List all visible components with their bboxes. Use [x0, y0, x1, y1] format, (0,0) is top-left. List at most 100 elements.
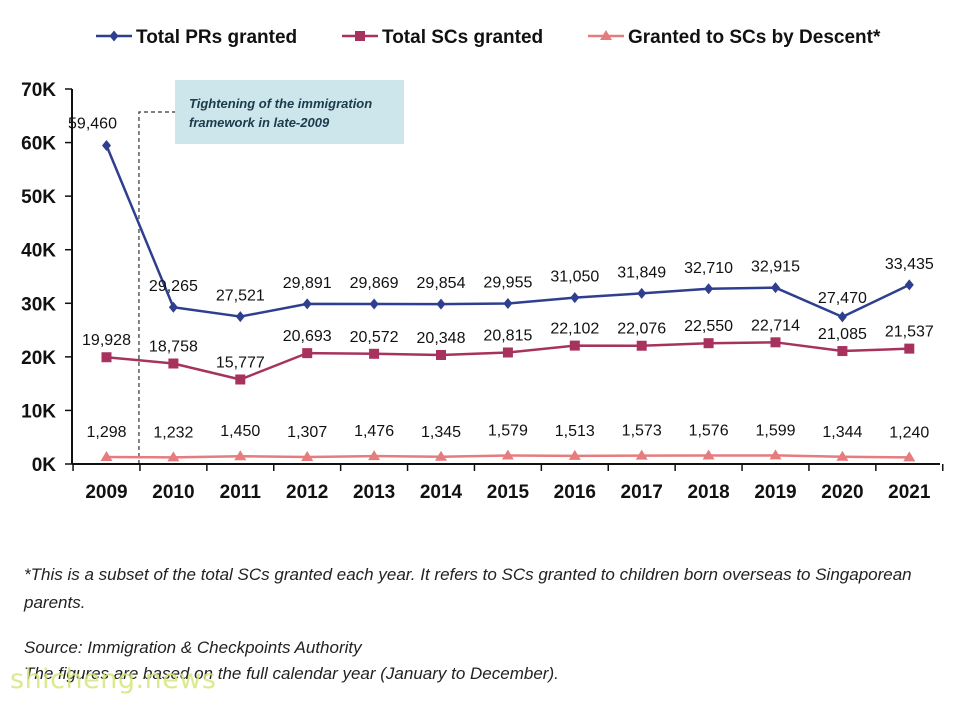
data-point [369, 298, 379, 310]
data-point [904, 279, 914, 291]
x-tick-label: 2014 [420, 482, 463, 503]
data-label: 29,955 [483, 275, 532, 292]
x-tick-label: 2011 [220, 482, 262, 503]
data-label: 31,849 [617, 264, 666, 281]
data-label: 32,710 [684, 260, 733, 277]
data-label: 1,579 [488, 423, 528, 440]
data-point [904, 343, 915, 354]
series-total-prs-granted: 59,460 29,265 27,521 29,891 29,869 29,854 29,9… [68, 115, 934, 323]
data-label: 1,307 [287, 424, 327, 441]
data-point [636, 340, 647, 351]
data-label: 1,513 [555, 423, 595, 440]
x-tick-label: 2017 [621, 482, 663, 503]
data-label: 59,460 [68, 115, 117, 132]
data-point [234, 450, 247, 461]
data-label: 29,265 [149, 278, 198, 295]
x-tick-label: 2019 [754, 482, 796, 503]
legend-marker [109, 30, 119, 42]
data-label: 27,470 [818, 290, 867, 307]
data-point [436, 298, 446, 310]
annotation-text-line1: Tightening of the immigration [189, 96, 372, 111]
legend: Total PRs granted Total SCs granted Grante… [96, 27, 881, 48]
x-tick-label: 2015 [487, 482, 530, 503]
data-label: 1,450 [220, 423, 260, 440]
data-label: 29,869 [350, 275, 399, 292]
data-point [436, 349, 446, 360]
y-tick-label: 60K [21, 134, 56, 155]
footnote-period: The figures are based on the full calend… [24, 664, 559, 683]
data-point [301, 450, 314, 461]
data-point [503, 298, 513, 310]
data-point [570, 292, 580, 304]
data-point [704, 283, 714, 295]
data-point [368, 450, 381, 461]
data-point [903, 451, 916, 462]
y-tick-label: 10K [21, 401, 56, 422]
data-point [703, 338, 714, 349]
y-tick-label: 30K [21, 294, 56, 315]
x-tick-label: 2018 [687, 482, 729, 503]
series-layer: 59,460 29,265 27,521 29,891 29,869 29,854 29,9… [68, 115, 934, 462]
legend-item-total-prs-granted: Total PRs granted [96, 27, 297, 48]
footnote-source: Source: Immigration & Checkpoints Author… [24, 638, 362, 657]
legend-item-total-scs-granted: Total SCs granted [342, 27, 543, 48]
data-point [836, 450, 849, 461]
data-point [637, 287, 647, 299]
x-tick-label: 2016 [554, 482, 596, 503]
data-point [702, 449, 715, 460]
axes: 0K 10K 20K 30K 40K 50K 60K 70K 2009 2010 2011 2012 2… [21, 80, 944, 503]
data-label: 1,573 [622, 423, 662, 440]
y-tick-label: 50K [21, 187, 56, 208]
x-tick-label: 2020 [821, 482, 863, 503]
data-label: 1,476 [354, 423, 394, 440]
data-label: 1,576 [689, 423, 729, 440]
data-point [168, 358, 179, 369]
data-point [435, 450, 447, 461]
y-tick-label: 0K [32, 455, 57, 476]
data-label: 18,758 [149, 339, 198, 356]
data-label: 27,521 [216, 288, 265, 305]
data-point [501, 449, 514, 460]
data-point [569, 340, 580, 351]
data-label: 20,693 [283, 328, 332, 345]
data-label: 20,815 [483, 327, 532, 344]
data-label: 22,102 [550, 321, 599, 338]
data-point [502, 347, 513, 358]
x-tick-label: 2012 [286, 482, 328, 503]
legend-label: Total SCs granted [382, 27, 543, 48]
data-label: 20,572 [350, 329, 399, 346]
data-label: 33,435 [885, 256, 934, 273]
data-label: 1,344 [822, 424, 862, 441]
data-label: 15,777 [216, 354, 265, 371]
footnote-descent: *This is a subset of the total SCs grant… [24, 565, 912, 612]
y-tick-label: 20K [21, 348, 56, 369]
data-point [302, 348, 313, 359]
data-point [369, 348, 380, 359]
data-point [568, 449, 581, 460]
y-tick-label: 70K [21, 80, 56, 101]
data-point [102, 139, 111, 151]
series-granted-to-scs-by-descent: 1,298 1,232 1,450 1,307 1,476 1,345 1,579 1,513… [86, 422, 929, 462]
annotation-box [175, 80, 404, 144]
data-label: 32,915 [751, 259, 800, 276]
line-chart: Total PRs granted Total SCs granted Grante… [21, 27, 944, 503]
data-label: 20,348 [417, 330, 466, 347]
data-label: 1,232 [153, 424, 193, 441]
legend-marker [355, 31, 365, 41]
annotation: Tightening of the immigration framework … [138, 80, 404, 464]
data-point [100, 451, 113, 462]
data-point [235, 311, 245, 323]
data-label: 22,714 [751, 317, 800, 334]
series-total-scs-granted: 19,928 18,758 15,777 20,693 20,572 20,348 20,8… [82, 317, 934, 385]
watermark: shicheng.news [10, 664, 217, 695]
legend-marker [600, 30, 612, 40]
x-tick-label: 2009 [85, 482, 127, 503]
data-label: 29,854 [417, 275, 466, 292]
data-point [101, 352, 112, 363]
data-label: 1,298 [86, 424, 126, 441]
x-tick-label: 2013 [353, 482, 395, 503]
data-label: 21,085 [818, 326, 867, 343]
x-tick-label: 2021 [888, 482, 931, 503]
data-point [771, 282, 780, 294]
data-label: 22,076 [617, 321, 666, 338]
